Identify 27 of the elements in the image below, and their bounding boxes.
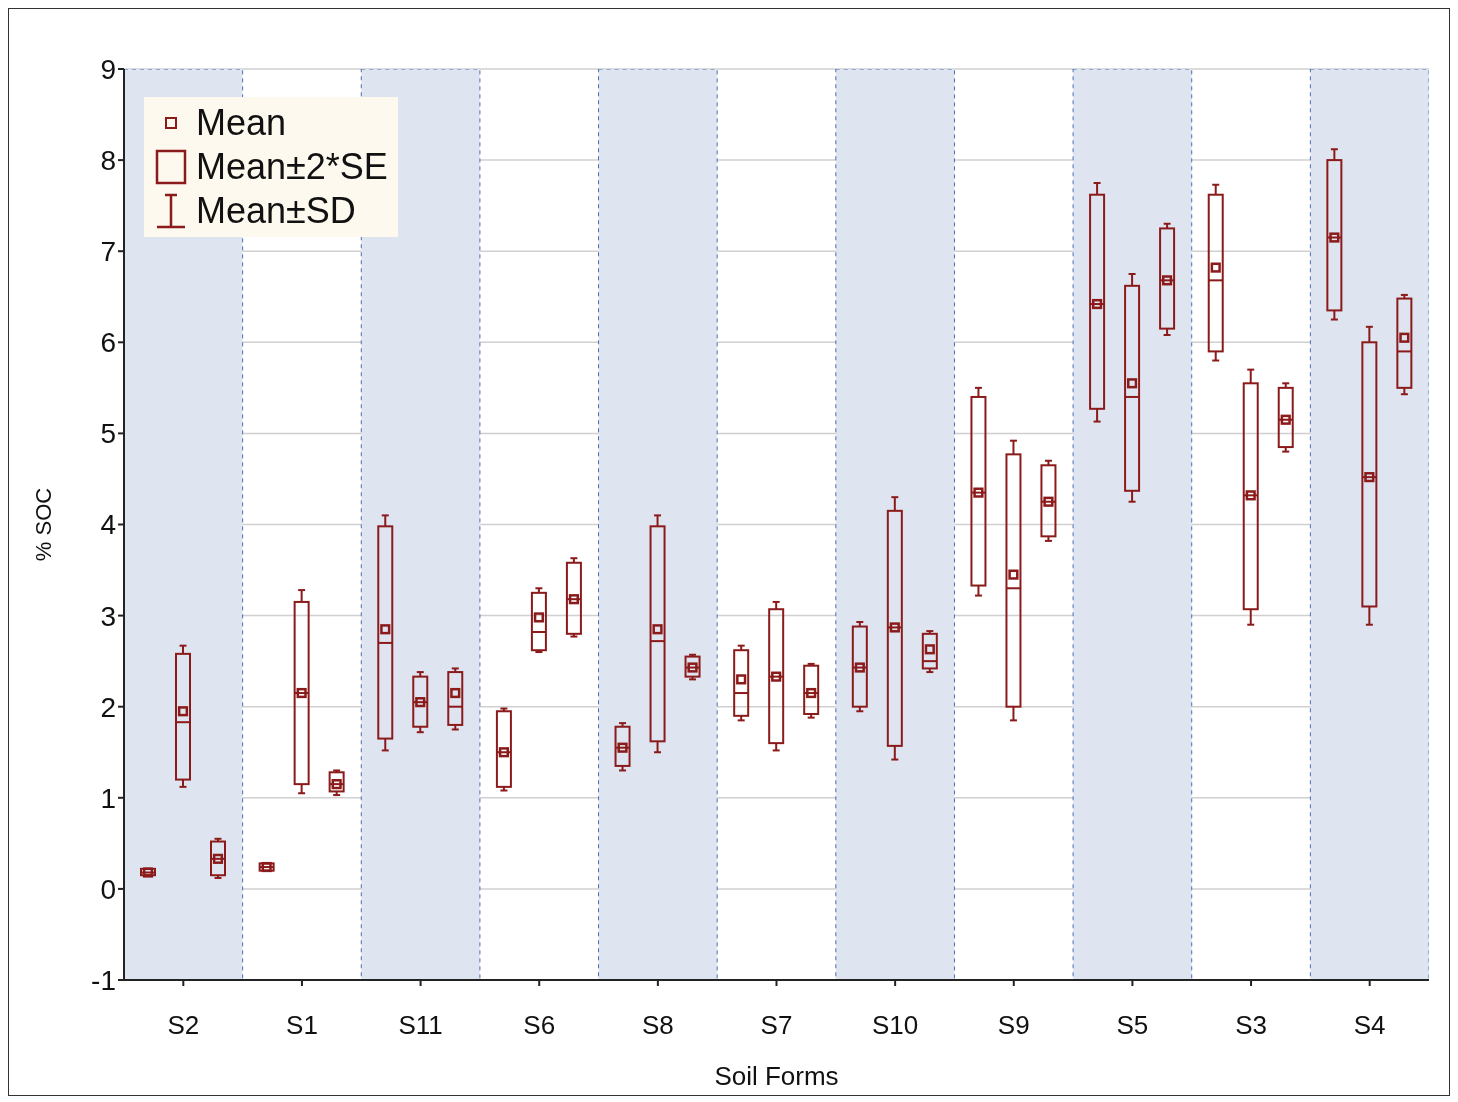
x-tick-label: S3 xyxy=(1235,1010,1267,1041)
y-tick-label: 2 xyxy=(100,691,116,723)
y-tick-label: 9 xyxy=(100,53,116,85)
annotation: Mean±2*SE xyxy=(196,145,388,189)
x-tick-label: S7 xyxy=(760,1010,793,1041)
y-tick-label: -1 xyxy=(91,964,116,996)
x-tick-label: S5 xyxy=(1116,1010,1149,1041)
x-axis-title: Soil Forms xyxy=(714,1061,839,1091)
annotation: Mean xyxy=(196,101,287,145)
y-tick-label: 6 xyxy=(100,327,116,359)
y-tick-label: 3 xyxy=(100,600,116,632)
x-tick-label: S2 xyxy=(167,1010,200,1041)
x-tick-label: S10 xyxy=(872,1010,919,1041)
x-tick-label: S4 xyxy=(1353,1010,1386,1041)
y-tick-label: 7 xyxy=(100,236,116,268)
y-tick-label: 1 xyxy=(100,782,116,814)
x-tick-label: S6 xyxy=(523,1010,556,1041)
y-tick-label: 4 xyxy=(100,509,116,541)
y-tick-label: 5 xyxy=(100,418,116,450)
annotation: Mean±SD xyxy=(196,189,356,233)
y-tick-label: 8 xyxy=(100,145,116,177)
x-tick-label: S11 xyxy=(398,1010,443,1041)
y-tick-label: 0 xyxy=(100,873,116,905)
x-tick-label: S9 xyxy=(997,1010,1030,1041)
x-tick-label: S1 xyxy=(286,1010,318,1041)
x-tick-label: S8 xyxy=(641,1010,674,1041)
y-axis-title: % SOC xyxy=(30,487,56,562)
